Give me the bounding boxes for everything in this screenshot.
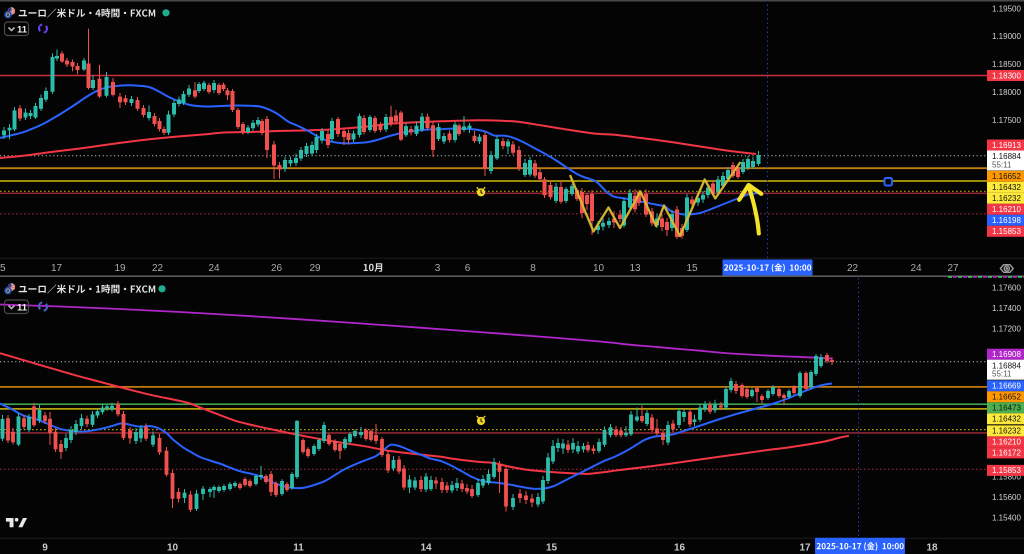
svg-text:1.16908: 1.16908: [992, 350, 1021, 359]
svg-text:1.16172: 1.16172: [992, 449, 1021, 458]
svg-text:1.15400: 1.15400: [992, 514, 1021, 523]
svg-text:1.15853: 1.15853: [992, 227, 1021, 236]
svg-text:1.15600: 1.15600: [992, 493, 1021, 502]
svg-text:1.16913: 1.16913: [992, 141, 1021, 150]
svg-text:1.15853: 1.15853: [992, 466, 1021, 475]
svg-text:1.18500: 1.18500: [992, 60, 1021, 69]
svg-text:55:11: 55:11: [992, 370, 1012, 379]
svg-text:13: 13: [629, 263, 641, 274]
svg-text:1.16473: 1.16473: [992, 404, 1021, 413]
svg-text:1.16652: 1.16652: [992, 393, 1021, 402]
svg-text:17: 17: [51, 263, 63, 274]
svg-text:6: 6: [465, 263, 471, 274]
svg-text:14: 14: [420, 543, 432, 554]
svg-text:15: 15: [0, 263, 6, 274]
svg-text:1.16232: 1.16232: [992, 194, 1021, 203]
svg-text:1.19000: 1.19000: [992, 32, 1021, 41]
svg-text:3: 3: [435, 263, 441, 274]
svg-text:22: 22: [847, 263, 859, 274]
svg-text:1.17500: 1.17500: [992, 116, 1021, 125]
svg-text:11: 11: [17, 303, 28, 314]
svg-text:26: 26: [271, 263, 283, 274]
svg-text:24: 24: [910, 263, 922, 274]
svg-text:18: 18: [926, 543, 938, 554]
svg-text:1.19500: 1.19500: [992, 4, 1021, 13]
svg-text:9: 9: [42, 543, 48, 554]
svg-text:24: 24: [208, 263, 220, 274]
svg-text:11: 11: [17, 25, 28, 36]
svg-text:11: 11: [293, 543, 304, 554]
svg-text:15: 15: [686, 263, 698, 274]
svg-text:1.17200: 1.17200: [992, 325, 1021, 334]
svg-text:1.16884: 1.16884: [992, 152, 1021, 161]
svg-text:1.16210: 1.16210: [992, 438, 1021, 447]
svg-text:27: 27: [947, 263, 959, 274]
svg-text:1.18300: 1.18300: [992, 71, 1021, 80]
svg-text:19: 19: [114, 263, 126, 274]
svg-text:17: 17: [799, 543, 811, 554]
svg-text:8: 8: [530, 263, 536, 274]
svg-text:1.16669: 1.16669: [992, 382, 1021, 391]
svg-text:10: 10: [167, 543, 179, 554]
svg-text:1.17600: 1.17600: [992, 284, 1021, 293]
svg-text:1.16432: 1.16432: [992, 183, 1021, 192]
svg-text:29: 29: [309, 263, 321, 274]
svg-text:1.16884: 1.16884: [992, 361, 1021, 370]
svg-text:1.16432: 1.16432: [992, 415, 1021, 424]
svg-text:16: 16: [674, 543, 686, 554]
svg-text:1.15800: 1.15800: [992, 473, 1021, 482]
svg-text:10: 10: [593, 263, 605, 274]
svg-text:1.16652: 1.16652: [992, 172, 1021, 181]
svg-text:55:11: 55:11: [992, 160, 1012, 169]
svg-text:22: 22: [152, 263, 164, 274]
svg-text:1.16210: 1.16210: [992, 205, 1021, 214]
svg-text:15: 15: [546, 543, 558, 554]
svg-text:1.16198: 1.16198: [992, 216, 1021, 225]
svg-text:1.18000: 1.18000: [992, 88, 1021, 97]
svg-text:1.16232: 1.16232: [992, 427, 1021, 436]
svg-text:1.17400: 1.17400: [992, 304, 1021, 313]
